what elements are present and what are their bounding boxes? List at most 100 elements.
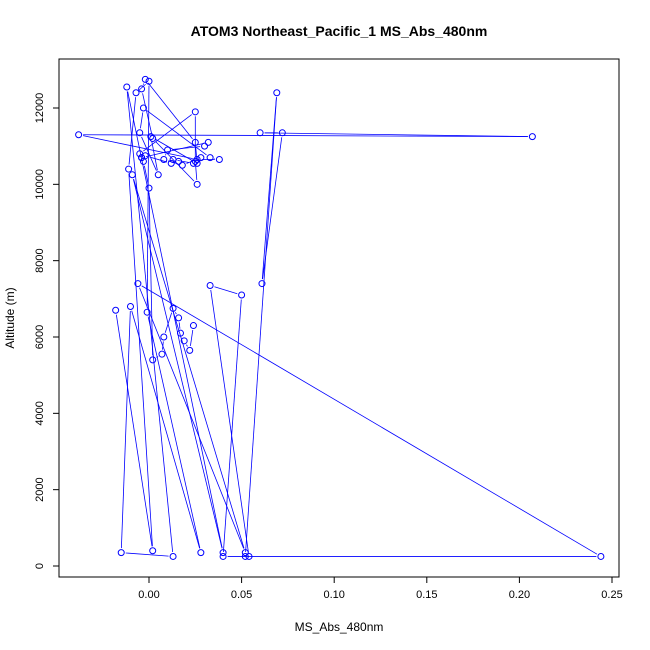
data-point [136,129,144,137]
series-segment [125,552,169,557]
data-point [117,549,125,557]
data-point [273,89,281,97]
data-point [180,337,188,345]
data-point [145,77,153,85]
data-point [215,156,223,164]
series-segment [127,91,223,549]
x-tick-label: 0.00 [138,589,159,601]
data-point [245,552,253,560]
y-axis: 0 2000 4000 6000 8000 10000 12000 [34,93,60,569]
data-point [528,133,536,141]
data-point [169,304,177,312]
data-point [149,135,157,143]
data-point [219,549,227,557]
series-segment [222,299,242,552]
data-point [258,280,266,288]
series-segment [128,173,153,547]
series-segment [126,91,174,553]
data-point [149,356,157,364]
data-point [136,150,144,158]
data-point [256,129,264,137]
series-segment [214,286,238,295]
y-tick-label: 10000 [34,169,46,200]
series-segment [132,179,223,549]
data-point [158,350,166,358]
data-point [167,159,175,167]
data-point [134,280,142,288]
series-segment [264,132,528,137]
data-point [125,165,133,173]
series-segment [195,165,198,180]
series-segment [146,110,207,156]
series-points [75,75,605,560]
data-point [143,308,151,316]
series-segment [139,287,245,549]
x-tick-label: 0.15 [416,589,437,601]
x-tick-label: 0.20 [509,589,530,601]
data-point [160,156,168,164]
data-point [204,138,212,146]
data-point [186,346,194,354]
data-point [206,281,214,289]
data-point [169,552,177,560]
data-point [126,302,134,310]
data-point [278,129,286,137]
series-segment [133,178,245,549]
data-point [141,75,149,83]
data-point [169,156,177,164]
data-point [128,171,136,179]
data-point [123,83,131,91]
data-point [241,552,249,560]
data-point [193,159,201,167]
series-segment [186,344,188,347]
data-point [191,138,199,146]
series-segment [143,114,192,152]
series-segment [178,322,181,329]
series-segment [177,159,190,163]
data-point [147,133,155,141]
data-point [139,104,147,112]
y-tick-label: 6000 [34,325,46,349]
data-point [597,552,605,560]
series-segment [147,82,193,140]
y-tick-label: 4000 [34,401,46,425]
chart-title: ATOM3 Northeast_Pacific_1 MS_Abs_480nm [191,23,488,39]
series-segment [82,135,193,159]
x-tick-label: 0.25 [601,589,622,601]
data-point [175,314,183,322]
data-point [160,333,168,341]
series-segment [140,112,144,129]
data-point [189,322,197,330]
data-point [112,306,120,314]
y-tick-label: 2000 [34,477,46,501]
data-point [197,549,205,557]
series-segment [115,314,153,547]
data-point [193,180,201,188]
series-segment [142,93,153,135]
data-point [219,552,227,560]
series-segment [141,285,598,555]
series-segment [143,165,149,184]
data-point [154,171,162,179]
series-segment [190,329,194,346]
x-axis: 0.00 0.05 0.10 0.15 0.20 0.25 [138,576,623,601]
series-segment [141,136,157,171]
data-point [191,108,199,116]
series-segment [120,310,131,549]
series-segment [210,289,249,553]
series-segment [151,140,158,171]
data-point [189,159,197,167]
series-segment [128,97,136,165]
y-tick-label: 8000 [34,248,46,272]
y-tick-label: 0 [34,563,46,569]
series-segment [131,310,201,549]
data-point [238,291,246,299]
x-axis-title: MS_Abs_480nm [295,620,384,634]
series-lines [82,82,598,557]
y-tick-label: 12000 [34,93,46,124]
series-segment [148,192,154,356]
series-segment [174,312,177,315]
data-point [201,142,209,150]
data-point [191,157,199,165]
